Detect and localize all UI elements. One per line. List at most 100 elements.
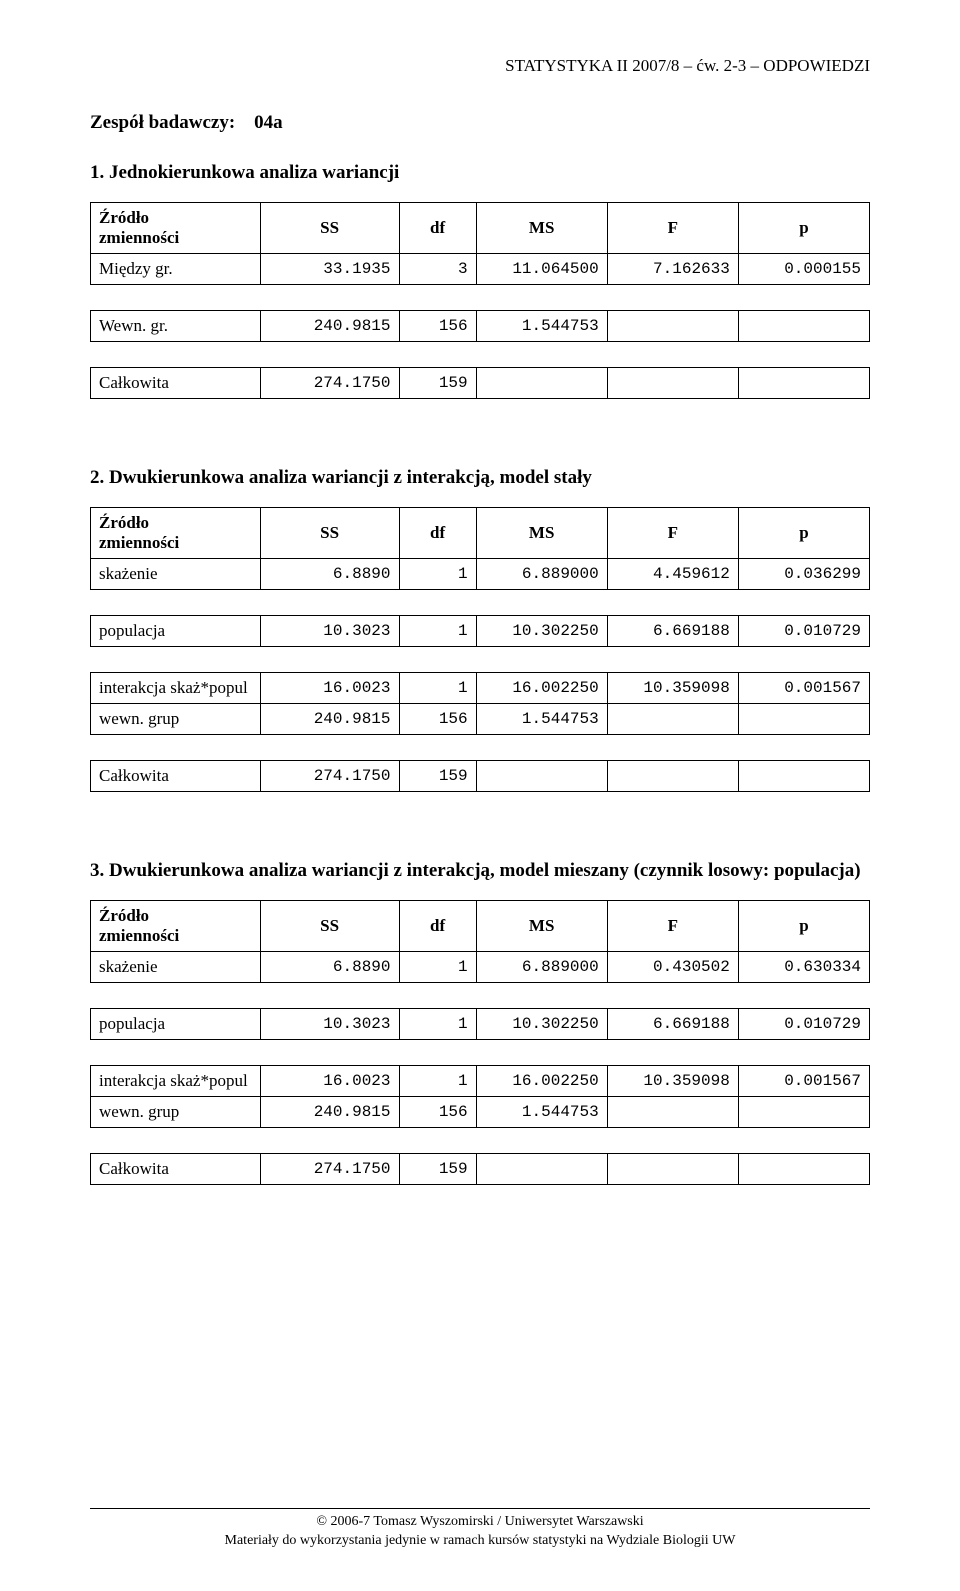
table-cell-f — [607, 1097, 738, 1128]
table-row: interakcja skaż*popul16.0023116.00225010… — [91, 1066, 870, 1097]
table-header-cell: MS — [476, 508, 607, 559]
table-cell-ss: 240.9815 — [260, 704, 399, 735]
table-header-cell: F — [607, 901, 738, 952]
table-cell-ms: 10.302250 — [476, 616, 607, 647]
table-cell-p: 0.036299 — [738, 559, 869, 590]
table-cell-label: interakcja skaż*popul — [91, 673, 261, 704]
table-cell-df: 159 — [399, 761, 476, 792]
table-row: skażenie6.889016.8890000.4305020.630334 — [91, 952, 870, 983]
table-cell-label: populacja — [91, 616, 261, 647]
table-cell-label: Całkowita — [91, 761, 261, 792]
table-header-cell: F — [607, 203, 738, 254]
table-cell-df: 1 — [399, 559, 476, 590]
table-row: wewn. grup240.98151561.544753 — [91, 704, 870, 735]
table-cell-f — [607, 368, 738, 399]
table-cell-label: Całkowita — [91, 1154, 261, 1185]
table-cell-f — [607, 311, 738, 342]
table-cell-ms — [476, 368, 607, 399]
team-value: 04a — [254, 112, 283, 133]
table-cell-df: 156 — [399, 1097, 476, 1128]
table-cell-p — [738, 761, 869, 792]
table-cell-f: 4.459612 — [607, 559, 738, 590]
table-header-cell: df — [399, 203, 476, 254]
table-cell-p — [738, 368, 869, 399]
table-header-cell: SS — [260, 508, 399, 559]
page: STATYSTYKA II 2007/8 – ćw. 2-3 – ODPOWIE… — [0, 0, 960, 1591]
table-cell-f: 10.359098 — [607, 1066, 738, 1097]
table-cell-df: 156 — [399, 704, 476, 735]
table-cell-ss: 274.1750 — [260, 1154, 399, 1185]
table-header-cell: p — [738, 203, 869, 254]
table-header-cell: Źródłozmienności — [91, 901, 261, 952]
table-cell-ms: 16.002250 — [476, 673, 607, 704]
table-cell-label: interakcja skaż*popul — [91, 1066, 261, 1097]
table-cell-p: 0.000155 — [738, 254, 869, 285]
table-cell-df: 156 — [399, 311, 476, 342]
table-cell-df: 1 — [399, 1066, 476, 1097]
table-cell-ss: 240.9815 — [260, 1097, 399, 1128]
table-cell-label: Wewn. gr. — [91, 311, 261, 342]
table-cell-label: Całkowita — [91, 368, 261, 399]
table-cell-ss: 6.8890 — [260, 559, 399, 590]
table-cell-f: 0.430502 — [607, 952, 738, 983]
table-cell-df: 1 — [399, 952, 476, 983]
table-row: populacja10.3023110.3022506.6691880.0107… — [91, 616, 870, 647]
footer-divider — [90, 1508, 870, 1509]
table-cell-ms — [476, 1154, 607, 1185]
table-cell-p: 0.001567 — [738, 673, 869, 704]
table-cell-p — [738, 1154, 869, 1185]
table-row: Całkowita274.1750159 — [91, 368, 870, 399]
table-cell-df: 1 — [399, 673, 476, 704]
table-cell-ms: 10.302250 — [476, 1009, 607, 1040]
section-title: 3. Dwukierunkowa analiza wariancji z int… — [90, 860, 870, 882]
table-cell-ms: 16.002250 — [476, 1066, 607, 1097]
table-row: Całkowita274.1750159 — [91, 1154, 870, 1185]
table-cell-p — [738, 311, 869, 342]
table-row: Między gr.33.1935311.0645007.1626330.000… — [91, 254, 870, 285]
table-cell-f: 7.162633 — [607, 254, 738, 285]
table-cell-label: populacja — [91, 1009, 261, 1040]
table-cell-ss: 10.3023 — [260, 1009, 399, 1040]
table-cell-p — [738, 704, 869, 735]
table-cell-df: 159 — [399, 368, 476, 399]
table-cell-f — [607, 1154, 738, 1185]
table-cell-ss: 240.9815 — [260, 311, 399, 342]
table-cell-f: 10.359098 — [607, 673, 738, 704]
table-cell-f — [607, 704, 738, 735]
table-cell-df: 1 — [399, 616, 476, 647]
table-cell-ms: 1.544753 — [476, 704, 607, 735]
table-header-row: ŹródłozmiennościSSdfMSFp — [91, 508, 870, 559]
anova-table: ŹródłozmiennościSSdfMSFpskażenie6.889016… — [90, 900, 870, 1185]
table-header-cell: SS — [260, 203, 399, 254]
table-cell-df: 159 — [399, 1154, 476, 1185]
table-cell-ms — [476, 761, 607, 792]
table-cell-ss: 274.1750 — [260, 368, 399, 399]
table-header-cell: SS — [260, 901, 399, 952]
table-header-cell: MS — [476, 203, 607, 254]
table-cell-f — [607, 761, 738, 792]
sections-container: 1. Jednokierunkowa analiza wariancji Źród… — [90, 162, 870, 1225]
page-footer: © 2006-7 Tomasz Wyszomirski / Uniwersyte… — [90, 1508, 870, 1551]
table-row: skażenie6.889016.8890004.4596120.036299 — [91, 559, 870, 590]
section-title: 1. Jednokierunkowa analiza wariancji — [90, 162, 870, 184]
table-cell-df: 1 — [399, 1009, 476, 1040]
anova-table: ŹródłozmiennościSSdfMSFpMiędzy gr.33.193… — [90, 202, 870, 399]
table-header-cell: df — [399, 508, 476, 559]
table-row: Wewn. gr.240.98151561.544753 — [91, 311, 870, 342]
table-cell-ss: 16.0023 — [260, 1066, 399, 1097]
table-cell-label: Między gr. — [91, 254, 261, 285]
table-header-cell: p — [738, 508, 869, 559]
table-row: wewn. grup240.98151561.544753 — [91, 1097, 870, 1128]
table-row: populacja10.3023110.3022506.6691880.0107… — [91, 1009, 870, 1040]
table-cell-label: wewn. grup — [91, 1097, 261, 1128]
table-cell-df: 3 — [399, 254, 476, 285]
table-cell-ms: 1.544753 — [476, 1097, 607, 1128]
team-label: Zespół badawczy: — [90, 112, 235, 133]
page-header-right: STATYSTYKA II 2007/8 – ćw. 2-3 – ODPOWIE… — [90, 56, 870, 76]
anova-table: ŹródłozmiennościSSdfMSFpskażenie6.889016… — [90, 507, 870, 792]
table-row: Całkowita274.1750159 — [91, 761, 870, 792]
table-header-cell: F — [607, 508, 738, 559]
table-header-cell: Źródłozmienności — [91, 508, 261, 559]
table-cell-ss: 16.0023 — [260, 673, 399, 704]
table-cell-ms: 6.889000 — [476, 559, 607, 590]
